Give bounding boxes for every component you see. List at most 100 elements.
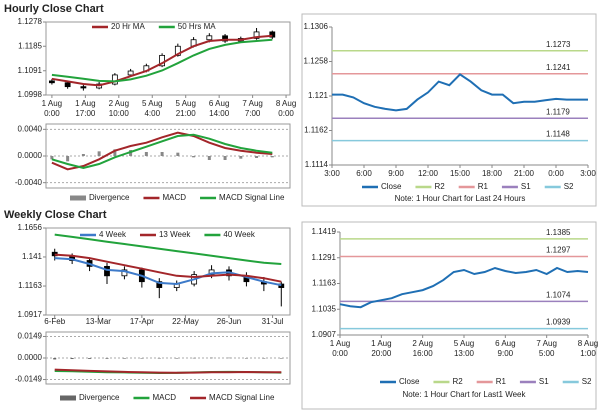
y-tick-label: 1.1091	[18, 66, 43, 75]
x-tick-label: 8 Aug	[578, 339, 598, 348]
y-tick-label: 1.1656	[18, 223, 43, 232]
series-line	[54, 233, 282, 265]
y-tick-label: 1.121	[308, 91, 329, 100]
legend-label: R2	[452, 377, 463, 386]
divergence-bar	[50, 156, 54, 160]
y-tick-label: 0.0040	[18, 124, 43, 133]
x-tick-label: 6:00	[356, 169, 372, 178]
section-heading: Weekly Close Chart	[4, 209, 107, 221]
x-tick-label: 18:00	[482, 169, 503, 178]
x-tick-label: 6 Aug	[209, 99, 229, 108]
legend-label: 4 Week	[99, 230, 127, 239]
y-tick-label: 1.0907	[312, 330, 337, 339]
candle-body	[159, 54, 165, 67]
legend-label: R1	[496, 377, 507, 386]
divergence-bar	[66, 156, 70, 162]
legend-label: MACD	[162, 193, 186, 202]
panel-frame	[301, 13, 597, 207]
candle-body	[80, 86, 87, 89]
x-tick-label: 5 Aug	[142, 99, 162, 108]
candle-body	[253, 31, 260, 39]
divergence-bar	[53, 358, 57, 360]
divergence-bar	[244, 358, 248, 359]
divergence-bar	[140, 358, 144, 359]
divergence-bar	[122, 358, 126, 359]
x-tick-label: 14:00	[209, 109, 230, 118]
y-tick-label: 1.0917	[18, 310, 43, 319]
candle-body	[49, 80, 55, 84]
legend-label: S2	[582, 377, 592, 386]
x-tick-label: 3:00	[324, 169, 340, 178]
x-tick-label: 13:00	[454, 349, 475, 358]
x-tick-label: 20:00	[371, 349, 392, 358]
x-tick-label: 1:00	[580, 349, 596, 358]
y-tick-label: -0.0149	[15, 375, 43, 384]
legend-label: MACD	[152, 393, 176, 402]
legend-label: MACD Signal Line	[209, 393, 275, 402]
x-tick-label: 10:00	[109, 109, 130, 118]
divergence-bar	[223, 156, 227, 160]
y-tick-label: -0.0040	[15, 178, 43, 187]
x-tick-label: 5:00	[539, 349, 555, 358]
y-tick-label: 1.1306	[304, 22, 329, 31]
divergence-bar	[81, 154, 85, 156]
x-tick-label: 1 Aug	[75, 99, 95, 108]
divergence-bar	[88, 358, 92, 359]
x-tick-label: 17-Apr	[130, 317, 154, 326]
x-tick-label: 17:00	[75, 109, 96, 118]
x-tick-label: 5 Aug	[175, 99, 195, 108]
x-tick-label: 15:00	[450, 169, 471, 178]
candle-body	[222, 35, 228, 42]
x-tick-label: 7:00	[245, 109, 261, 118]
x-tick-label: 31-Jul	[262, 317, 284, 326]
series-line	[339, 266, 589, 309]
legend-label: R2	[434, 182, 445, 191]
x-tick-label: 9:00	[498, 349, 514, 358]
legend-label: 13 Week	[159, 230, 191, 239]
legend-label: Close	[381, 182, 402, 191]
divergence-bar	[192, 357, 196, 359]
y-tick-label: 1.0998	[18, 90, 43, 99]
y-tick-label: 1.1185	[18, 41, 42, 50]
divergence-bar	[105, 358, 109, 359]
x-tick-label: 0:00	[278, 109, 294, 118]
series-line	[51, 131, 273, 171]
legend-swatch	[70, 195, 86, 201]
y-tick-label: 1.1291	[312, 253, 337, 262]
divergence-bar	[160, 152, 164, 156]
x-tick-label: 1 Aug	[330, 339, 350, 348]
divergence-bar	[192, 156, 196, 158]
section-heading: Hourly Close Chart	[4, 3, 104, 15]
series-line	[54, 253, 282, 283]
divergence-bar	[207, 156, 211, 160]
y-tick-label: 1.1278	[18, 17, 43, 26]
divergence-bar	[144, 152, 148, 156]
legend-label: R1	[478, 182, 489, 191]
legend-label: 50 Hrs MA	[178, 22, 216, 31]
legend-label: Divergence	[79, 393, 120, 402]
x-tick-label: 0:00	[332, 349, 348, 358]
x-tick-label: 26-Jun	[217, 317, 241, 326]
legend-label: S1	[521, 182, 531, 191]
plot-frame	[45, 227, 291, 316]
candle-body	[156, 281, 163, 288]
candle-body	[121, 269, 128, 277]
legend-label: 40 Week	[223, 230, 255, 239]
series-line	[51, 133, 273, 170]
plot-frame	[45, 21, 291, 96]
level-label: 1.1273	[546, 40, 571, 49]
divergence-bar	[239, 156, 243, 159]
divergence-bar	[157, 358, 161, 359]
level-label: 1.1297	[546, 246, 571, 255]
x-tick-label: 9:00	[388, 169, 404, 178]
y-tick-label: 1.1419	[312, 227, 337, 236]
x-tick-label: 21:00	[176, 109, 197, 118]
candle-body	[206, 35, 213, 41]
legend-swatch	[60, 395, 76, 401]
x-tick-label: 7 Aug	[242, 99, 262, 108]
y-tick-label: 1.1258	[304, 57, 329, 66]
level-label: 1.1385	[546, 228, 571, 237]
candle-body	[278, 283, 285, 288]
x-tick-label: 2 Aug	[109, 99, 129, 108]
candle-body	[269, 31, 276, 38]
